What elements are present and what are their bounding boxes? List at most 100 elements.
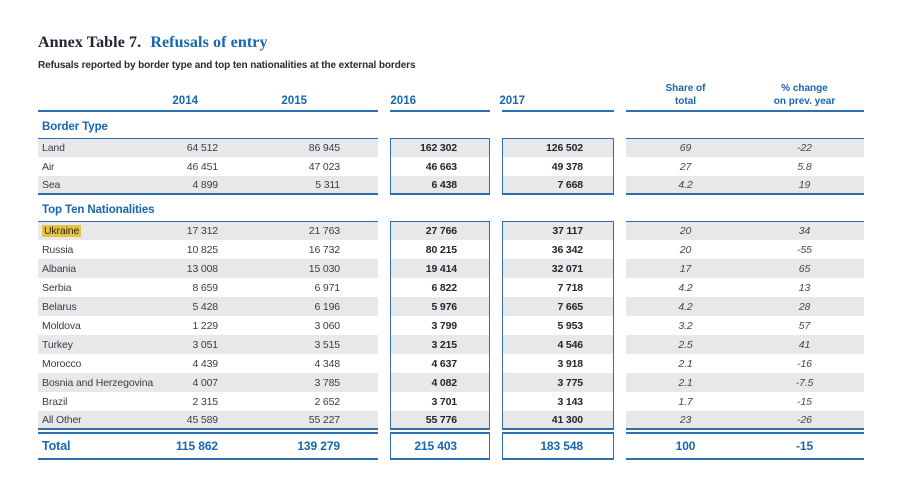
table-row: Air 46 451 47 023 46 663 49 378 27 5.8 — [38, 157, 866, 176]
value-2014: 3 051 — [158, 335, 222, 354]
column-gap — [490, 432, 502, 460]
column-gap — [490, 157, 502, 176]
value-share-of-total: 4.2 — [626, 297, 745, 316]
row-label-cell: Serbia — [38, 278, 158, 297]
value-pct-change: 19 — [745, 176, 864, 195]
value-pct-change: 13 — [798, 281, 811, 294]
column-gap — [490, 297, 502, 316]
row-label-cell: Morocco — [38, 354, 158, 373]
value-2014: 13 008 — [158, 259, 222, 278]
value-share-of-total: 2.1 — [678, 357, 693, 370]
total-row: Total 115 862 139 279 215 403 183 548 10… — [38, 432, 866, 460]
row-label: Serbia — [42, 281, 72, 294]
row-label-cell: All Other — [38, 411, 158, 430]
column-header-share-of-total: Share of total — [665, 83, 706, 107]
row-label-cell: Russia — [38, 240, 158, 259]
row-spacer — [344, 138, 378, 157]
header-underline — [38, 78, 158, 112]
row-label: Ukraine — [42, 225, 82, 237]
row-spacer — [344, 240, 378, 259]
value-share-of-total: 2.5 — [626, 335, 745, 354]
total-share-of-total: 100 — [626, 432, 745, 460]
value-2017: 126 502 — [502, 138, 614, 157]
section-body-border-type: Land 64 512 86 945 162 302 126 502 69 -2… — [38, 138, 866, 195]
total-2015: 139 279 — [222, 432, 344, 460]
total-2016: 215 403 — [390, 432, 490, 460]
page-subtitle: Refusals reported by border type and top… — [38, 60, 416, 71]
row-label-cell: Air — [38, 157, 158, 176]
value-2017: 7 668 — [502, 176, 614, 195]
column-gap — [614, 278, 626, 297]
column-header-2014: 2014 — [172, 95, 198, 107]
value-share-of-total: 4.2 — [626, 176, 745, 195]
value-2017: 37 117 — [502, 221, 614, 240]
value-2015: 16 732 — [308, 243, 340, 256]
row-label: Albania — [42, 262, 76, 275]
row-spacer — [344, 392, 378, 411]
column-gap — [614, 335, 626, 354]
row-label-cell: Sea — [38, 176, 158, 195]
value-share-of-total: 69 — [626, 138, 745, 157]
value-2014: 8 659 — [192, 281, 218, 294]
total-pct-change: -15 — [745, 432, 864, 460]
row-label: All Other — [42, 413, 82, 426]
section-title-top-ten-nationalities: Top Ten Nationalities — [42, 204, 155, 216]
column-gap — [490, 335, 502, 354]
value-2015: 4 348 — [314, 357, 340, 370]
section-title-border-type: Border Type — [42, 121, 108, 133]
value-2014: 2 315 — [192, 395, 218, 408]
column-header-2016: 2016 — [390, 95, 416, 107]
column-gap — [614, 259, 626, 278]
column-gap — [378, 278, 390, 297]
value-2016: 5 976 — [390, 297, 490, 316]
table-row: Albania 13 008 15 030 19 414 32 071 17 6… — [38, 259, 866, 278]
value-2017: 4 546 — [502, 335, 614, 354]
value-share-of-total: 20 — [679, 243, 692, 256]
column-header-row: 2014 2015 2016 2017 Share of total % cha… — [38, 78, 866, 112]
value-2016: 3 701 — [390, 392, 490, 411]
column-gap — [614, 432, 626, 460]
value-2014: 4 007 — [158, 373, 222, 392]
value-pct-change: -55 — [797, 243, 812, 256]
row-label-cell: Albania — [38, 259, 158, 278]
row-label-cell: Belarus — [38, 297, 158, 316]
row-spacer — [344, 176, 378, 195]
row-label-cell: Moldova — [38, 316, 158, 335]
column-gap — [378, 138, 390, 157]
value-pct-change: -22 — [745, 138, 864, 157]
column-gap — [490, 259, 502, 278]
value-2015: 5 311 — [222, 176, 344, 195]
row-label-cell: Bosnia and Herzegovina — [38, 373, 158, 392]
row-spacer — [344, 221, 378, 240]
value-2015: 15 030 — [222, 259, 344, 278]
table-row: Brazil 2 315 2 652 3 701 3 143 1.7 -15 — [38, 392, 866, 411]
row-label: Brazil — [42, 395, 68, 408]
value-pct-change: -16 — [797, 357, 812, 370]
column-gap — [378, 335, 390, 354]
section-body-top-ten-nationalities: Ukraine 17 312 21 763 27 766 37 117 20 3… — [38, 221, 866, 430]
row-spacer — [344, 316, 378, 335]
table-row: Moldova 1 229 3 060 3 799 5 953 3.2 57 — [38, 316, 866, 335]
row-label: Moldova — [42, 319, 81, 332]
value-2014: 45 589 — [158, 411, 222, 430]
row-spacer — [344, 335, 378, 354]
value-2015: 2 652 — [314, 395, 340, 408]
value-share-of-total: 2.1 — [626, 373, 745, 392]
value-2017: 5 953 — [502, 316, 614, 335]
value-2016: 4 082 — [390, 373, 490, 392]
value-pct-change: -7.5 — [745, 373, 864, 392]
column-header-pct-change: % change on prev. year — [773, 83, 836, 107]
column-header-2015: 2015 — [281, 95, 307, 107]
column-gap — [614, 78, 626, 112]
value-share-of-total: 27 — [679, 160, 692, 173]
table-row: All Other 45 589 55 227 55 776 41 300 23… — [38, 411, 866, 430]
column-gap — [378, 259, 390, 278]
column-gap — [378, 392, 390, 411]
value-2017: 7 718 — [502, 278, 614, 297]
value-share-of-total: 20 — [626, 221, 745, 240]
page-heading: Annex Table 7. Refusals of entry — [38, 34, 268, 52]
value-2016: 3 799 — [390, 316, 490, 335]
row-label-cell: Turkey — [38, 335, 158, 354]
value-2015: 86 945 — [222, 138, 344, 157]
value-2017: 3 143 — [502, 392, 614, 411]
